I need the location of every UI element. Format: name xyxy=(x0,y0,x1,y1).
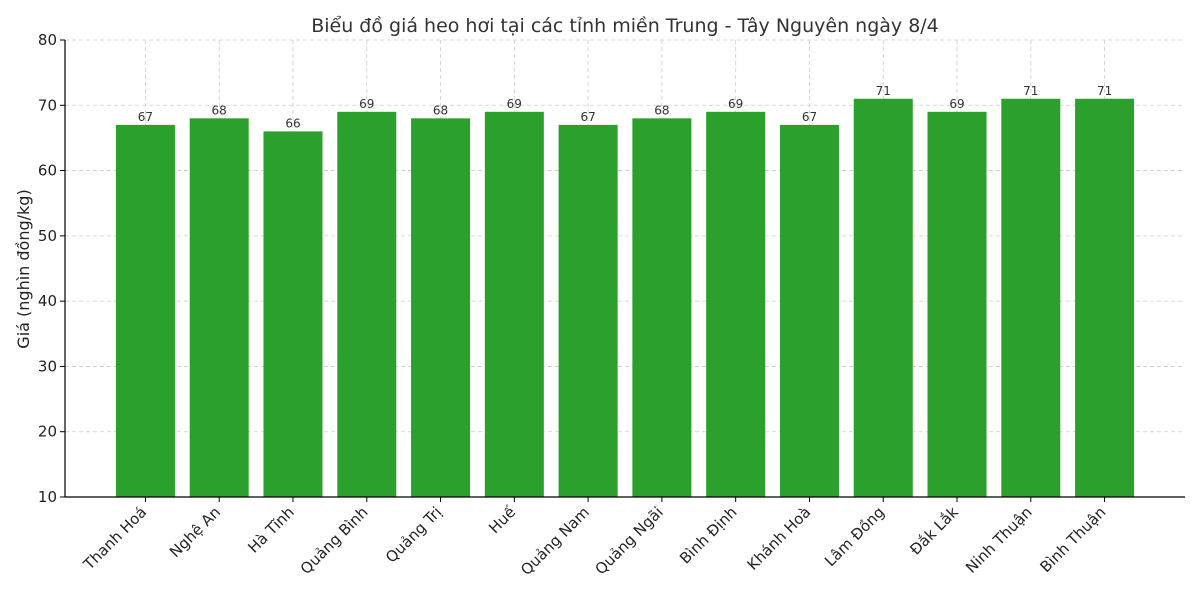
x-tick-label: Bình Thuận xyxy=(1036,503,1109,576)
bar xyxy=(853,98,913,497)
y-tick-label: 20 xyxy=(38,423,57,441)
x-tick-label: Bình Định xyxy=(676,503,740,567)
bar xyxy=(115,124,175,497)
data-label: 68 xyxy=(654,103,669,117)
bar xyxy=(484,111,544,498)
bar xyxy=(1075,98,1135,497)
y-tick-label: 60 xyxy=(38,162,57,180)
data-label: 69 xyxy=(507,97,522,111)
data-label: 69 xyxy=(728,97,743,111)
x-tick-label: Hà Tĩnh xyxy=(244,503,297,556)
data-label: 66 xyxy=(285,116,300,130)
data-label: 68 xyxy=(433,103,448,117)
data-label: 71 xyxy=(1023,84,1038,98)
x-tick-label: Huế xyxy=(485,503,519,537)
bar xyxy=(706,111,766,498)
chart-title: Biểu đồ giá heo hơi tại các tỉnh miền Tr… xyxy=(311,15,939,37)
y-tick-label: 70 xyxy=(38,96,57,114)
bar xyxy=(558,124,618,497)
x-tick-label: Quảng Nam xyxy=(517,503,593,579)
data-label: 67 xyxy=(802,110,817,124)
x-tick-label: Khánh Hoà xyxy=(744,503,815,574)
bar xyxy=(337,111,397,498)
bar xyxy=(1001,98,1061,497)
x-tick-label: Quảng Ngãi xyxy=(591,503,666,578)
y-axis-label: Giá (nghìn đồng/kg) xyxy=(14,189,33,348)
data-label: 71 xyxy=(1097,84,1112,98)
x-tick-label: Quảng Trị xyxy=(382,503,445,566)
bar xyxy=(632,118,692,497)
x-tick-label: Lâm Đồng xyxy=(821,503,888,570)
bar xyxy=(411,118,471,497)
x-tick-label: Ninh Thuận xyxy=(962,503,1036,577)
x-tick-label: Đắk Lắk xyxy=(906,503,962,559)
bar xyxy=(927,111,987,498)
x-tick-label: Thanh Hoá xyxy=(79,503,150,574)
data-label: 71 xyxy=(876,84,891,98)
bar xyxy=(189,118,249,497)
data-label: 69 xyxy=(949,97,964,111)
y-tick-label: 50 xyxy=(38,227,57,245)
data-label: 69 xyxy=(359,97,374,111)
x-tick-label: Quảng Bình xyxy=(297,503,372,578)
bar xyxy=(779,124,839,497)
data-label: 67 xyxy=(580,110,595,124)
bar xyxy=(263,131,323,497)
y-tick-label: 30 xyxy=(38,357,57,375)
y-tick-label: 10 xyxy=(38,488,57,506)
data-label: 67 xyxy=(138,110,153,124)
data-label: 68 xyxy=(212,103,227,117)
y-tick-label: 40 xyxy=(38,292,57,310)
y-tick-label: 80 xyxy=(38,31,57,49)
x-tick-label: Nghệ An xyxy=(166,503,224,561)
